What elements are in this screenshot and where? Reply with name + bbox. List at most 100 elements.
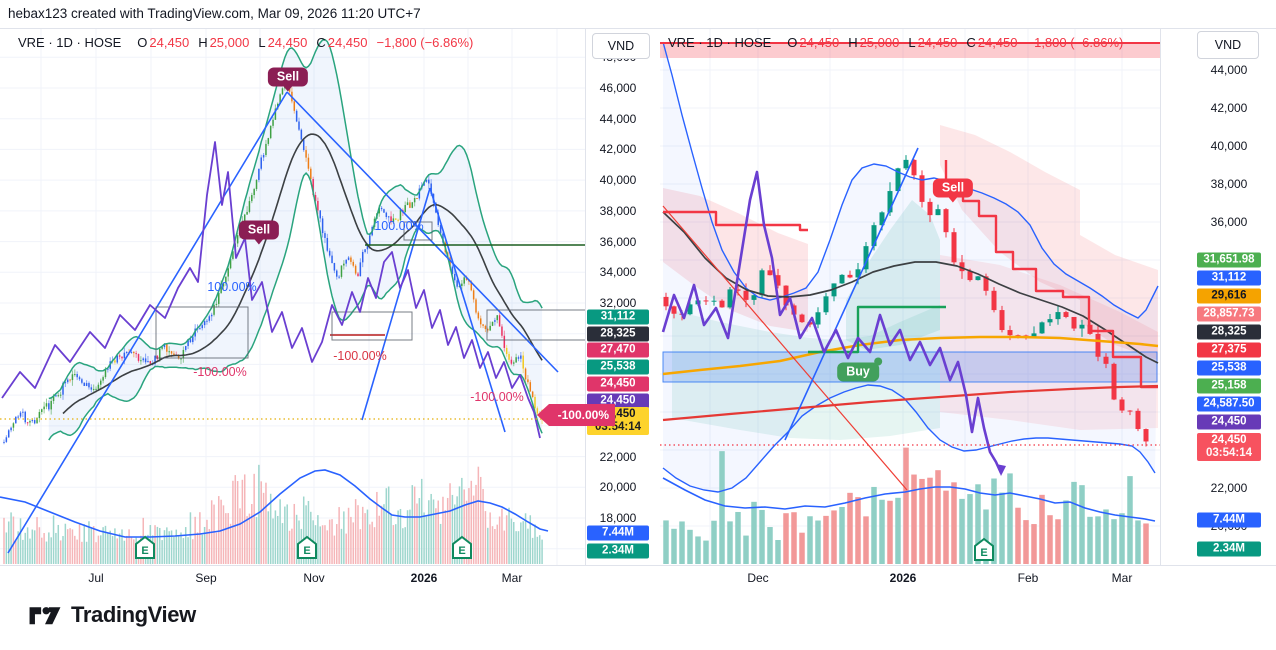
left-currency-button[interactable]: VND [592,33,650,59]
volume-bar [935,470,941,564]
time-axis-label[interactable]: Dec [747,571,769,585]
volume-bar [317,515,319,564]
volume-bar [114,528,116,564]
candle-body [1031,333,1037,337]
tradingview-logo-text: TradingView [71,602,196,627]
volume-bar [95,542,97,564]
candle-body [361,251,364,263]
candle-body [97,384,100,389]
sell-marker[interactable]: Sell [932,178,974,203]
time-axis-label[interactable]: 2026 [889,571,917,585]
zone-rect [660,44,1160,58]
candle-body [118,355,121,357]
sell-marker[interactable]: Sell [238,220,280,245]
drawing-box[interactable] [486,309,592,341]
volume-bar [31,529,34,564]
trend-line[interactable] [7,91,288,554]
tradingview-logo[interactable]: TradingView [28,602,196,628]
earnings-icon[interactable] [135,535,155,559]
time-axis-label[interactable]: 2026 [410,571,438,585]
volume-bar [392,525,395,564]
drawing-box[interactable] [331,311,413,341]
earnings-icon[interactable] [974,537,994,561]
volume-bar [402,528,404,564]
trend-line[interactable] [286,91,559,373]
candle-body [163,344,166,348]
candle-body [1119,399,1125,411]
buy-marker[interactable]: Buy [837,357,882,382]
price-label: 25,538 [1197,360,1261,376]
candle-body [823,296,829,313]
candle-body [392,218,395,223]
candle-body [831,283,837,297]
volume-bar [123,540,126,564]
candle-body [967,271,973,281]
volume-bar [48,532,50,564]
time-axis-label[interactable]: Nov [303,571,325,585]
volume-bar [246,516,248,564]
volume-bar [26,527,29,564]
candle-body [1095,333,1101,357]
price-tick: 18,000 [599,511,637,525]
volume-bar [839,506,845,564]
candle-body [90,387,93,390]
candle-body [390,216,392,223]
left-symbol-legend[interactable]: VRE · 1D · HOSE O 24,450 H 25,000 L 24,450 C 24,… [18,35,475,50]
earnings-icon[interactable] [452,535,472,559]
candle-body [437,212,439,225]
indicator-cloud [940,125,1080,300]
trend-line[interactable] [429,187,506,433]
volume-bar [62,536,64,564]
drawing-box[interactable] [155,306,249,359]
volume-bar [387,486,390,564]
time-axis-label[interactable]: Mar [501,571,523,585]
time-axis-label[interactable]: Mar [1111,571,1133,585]
time-axis-label[interactable]: Sep [195,571,217,585]
candle-body [385,212,388,218]
close-value: 24,450 [977,35,1018,50]
earnings-icon[interactable] [297,535,317,559]
indicator-cloud [1080,235,1158,360]
candle-body [3,441,5,443]
candle-body [959,262,965,272]
volume-bar [92,526,95,564]
drawing-box[interactable] [403,221,433,241]
right-chart-plot[interactable]: E [660,28,1160,565]
time-axis-label[interactable]: Feb [1017,571,1039,585]
candle-body [262,155,265,158]
candle-body [366,245,369,250]
right-currency-button[interactable]: VND [1197,31,1259,59]
price-label: 24,450 [587,376,649,392]
volume-bar [409,509,411,564]
trend-line[interactable] [361,187,431,421]
candle-body [246,211,248,215]
trend-line[interactable] [784,147,919,441]
symbol-title[interactable]: VRE · 1D · HOSE [668,35,772,50]
volume-bar [465,500,468,564]
volume-bar [364,513,366,564]
price-label: 2.34M [587,543,649,559]
candle-body [951,232,957,263]
right-symbol-legend[interactable]: VRE · 1D · HOSE O 24,450 H 25,000 L 24,450 C 24,… [668,35,1125,50]
sell-marker[interactable]: Sell [267,67,309,92]
candle-body [208,316,211,321]
candle-body [85,383,88,386]
volume-bar [1087,516,1093,564]
volume-bar [366,509,369,564]
volume-bar [416,503,418,564]
candle-body [503,335,506,348]
candle-body [472,290,475,300]
volume-bar [719,451,725,564]
volume-bar [331,519,333,564]
volume-bar [943,490,949,564]
candle-body [229,258,232,269]
volume-bar [423,512,425,564]
candle-body [430,183,432,194]
price-label-value: 2.34M [1213,542,1245,555]
volume-bar [376,491,378,564]
time-axis-label[interactable]: Jul [88,571,104,585]
indicator-line [944,160,1158,389]
symbol-title[interactable]: VRE · 1D · HOSE [18,35,122,50]
